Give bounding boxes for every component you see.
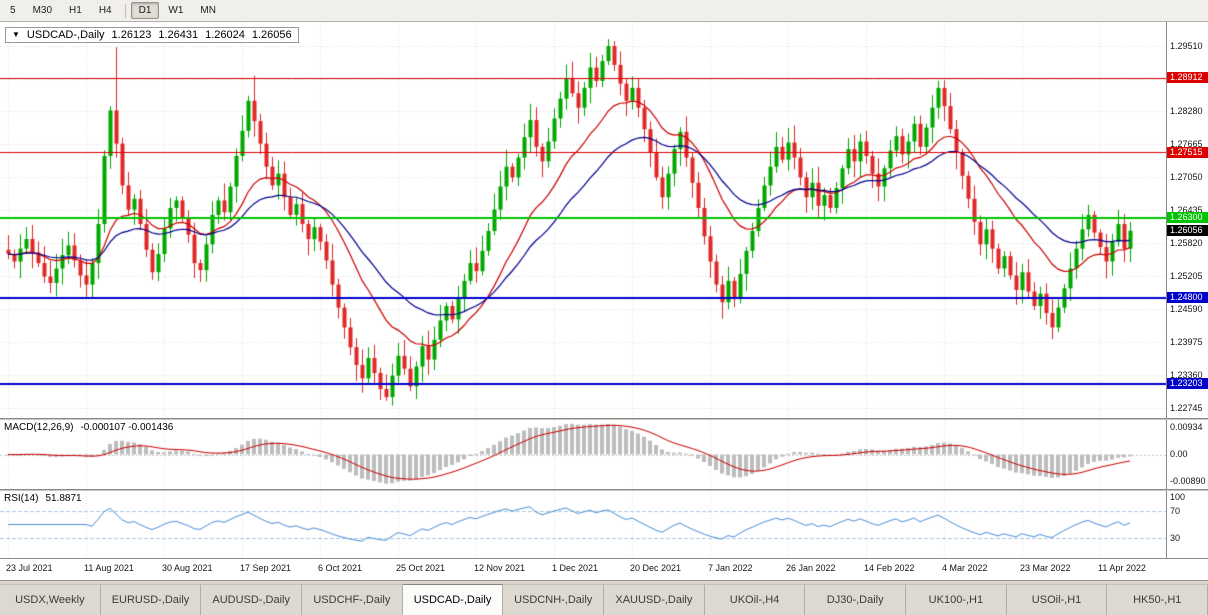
date-tick-label: 26 Jan 2022 xyxy=(786,563,836,573)
rsi-panel: RSI(14) 51.8871 100 70 30 xyxy=(0,491,1208,558)
macd-panel: MACD(12,26,9) -0.000107 -0.001436 0.00934… xyxy=(0,420,1208,489)
price-tick: 1.26435 xyxy=(1170,205,1203,216)
date-tick-label: 4 Mar 2022 xyxy=(942,563,988,573)
date-axis[interactable]: 23 Jul 2021 11 Aug 2021 30 Aug 2021 17 Sep … xyxy=(0,558,1208,580)
price-tick: 1.29510 xyxy=(1170,40,1203,51)
date-tick-label: 23 Mar 2022 xyxy=(1020,563,1071,573)
date-tick-label: 23 Jul 2021 xyxy=(6,563,53,573)
timeframe-button-h1[interactable]: H1 xyxy=(69,5,82,16)
date-tick-label: 11 Aug 2021 xyxy=(84,563,134,573)
ohlc-high: 1.26431 xyxy=(158,29,199,41)
tab-audusd-daily[interactable]: AUDUSD-,Daily xyxy=(201,584,303,615)
date-tick-label: 17 Sep 2021 xyxy=(240,563,292,573)
tab-eurusd-daily[interactable]: EURUSD-,Daily xyxy=(100,584,202,615)
tab-xauusd-daily[interactable]: XAUUSD-,Daily xyxy=(604,584,705,615)
date-tick-label: 12 Nov 2021 xyxy=(474,563,526,573)
chart-tabbar: USDX,Weekly EURUSD-,Daily AUDUSD-,Daily USD… xyxy=(0,580,1208,615)
tab-usoil-h1[interactable]: USOil-,H1 xyxy=(1006,584,1108,615)
timeframe-button-d1[interactable]: D1 xyxy=(130,2,160,19)
macd-label: MACD(12,26,9) -0.000107 -0.001436 xyxy=(4,422,173,433)
toolbar-divider xyxy=(124,3,126,18)
rsi-canvas[interactable] xyxy=(0,491,1166,558)
rsi-tick-30: 30 xyxy=(1170,533,1181,543)
tab-hk50-h1[interactable]: HK50-,H1 xyxy=(1107,584,1208,615)
price-level-tag: 1.28912 xyxy=(1167,72,1208,84)
price-tick: 1.23975 xyxy=(1170,337,1203,348)
timeframe-button-mn[interactable]: MN xyxy=(200,5,216,16)
panel-splitter[interactable] xyxy=(0,489,1208,491)
date-tick-label: 7 Jan 2022 xyxy=(708,563,753,573)
ohlc-low: 1.26024 xyxy=(205,29,245,41)
chart-symbol: USDCAD-,Daily xyxy=(26,29,105,41)
current-price-tag: 1.26056 xyxy=(1167,225,1208,237)
macd-title: MACD(12,26,9) xyxy=(4,422,74,433)
price-level-tag: 1.23203 xyxy=(1167,378,1208,390)
price-tick: 1.25820 xyxy=(1170,238,1203,249)
macd-canvas[interactable] xyxy=(0,420,1166,489)
macd-tick-top: 0.00934 xyxy=(1170,422,1203,432)
rsi-value: 51.8871 xyxy=(45,493,82,504)
macd-tick-zero: 0.00 xyxy=(1170,449,1188,459)
date-tick-label: 30 Aug 2021 xyxy=(162,563,213,573)
price-tick: 1.27050 xyxy=(1170,172,1203,183)
price-level-tag: 1.26300 xyxy=(1167,212,1208,224)
date-tick-label: 20 Dec 2021 xyxy=(630,563,682,573)
price-level-tag: 1.27515 xyxy=(1167,146,1208,158)
price-tick: 1.22745 xyxy=(1170,403,1203,414)
date-tick-label: 25 Oct 2021 xyxy=(396,563,446,573)
rsi-tick-100: 100 xyxy=(1170,492,1186,502)
date-tick-label: 14 Feb 2022 xyxy=(864,563,915,573)
date-tick-label: 1 Dec 2021 xyxy=(552,563,599,573)
date-tick-label: 11 Apr 2022 xyxy=(1098,563,1146,573)
main-chart-panel: ▼ USDCAD-,Daily 1.26123 1.26431 1.26024 … xyxy=(0,22,1208,418)
main-chart-canvas[interactable] xyxy=(0,22,1166,418)
rsi-tick-70: 70 xyxy=(1170,506,1181,516)
price-tick: 1.24590 xyxy=(1170,304,1203,315)
macd-values: -0.000107 -0.001436 xyxy=(80,422,174,433)
price-tick: 1.27665 xyxy=(1170,139,1203,150)
timeframe-button-5[interactable]: 5 xyxy=(10,5,16,16)
tab-usdcad-daily[interactable]: USDCAD-,Daily xyxy=(402,584,504,615)
symbol-dropdown-icon[interactable]: ▼ xyxy=(12,30,20,39)
timeframe-button-h4[interactable]: H4 xyxy=(98,5,112,16)
ohlc-close: 1.26056 xyxy=(251,29,292,41)
price-tick: 1.23360 xyxy=(1170,370,1203,381)
price-tick: 1.25205 xyxy=(1170,271,1203,282)
panel-splitter[interactable] xyxy=(0,418,1208,420)
rsi-axis: 100 70 30 xyxy=(1166,491,1208,558)
tab-uk100-h1[interactable]: UK100-,H1 xyxy=(906,584,1007,615)
timeframe-button-m30[interactable]: M30 xyxy=(32,5,53,16)
tab-ukoil-h4[interactable]: UKOil-,H4 xyxy=(704,584,806,615)
tab-usdx-weekly[interactable]: USDX,Weekly xyxy=(0,584,101,615)
tab-usdcnh-daily[interactable]: USDCNH-,Daily xyxy=(503,584,605,615)
price-level-tag: 1.24800 xyxy=(1167,292,1208,304)
macd-tick-bottom: -0.00890 xyxy=(1170,476,1206,486)
date-tick-label: 6 Oct 2021 xyxy=(318,563,363,573)
rsi-label: RSI(14) 51.8871 xyxy=(4,493,82,504)
chart-title: ▼ USDCAD-,Daily 1.26123 1.26431 1.26024 … xyxy=(5,27,299,43)
main-price-axis[interactable]: 1.29510 1.28280 1.27665 1.27050 1.26435 1.258… xyxy=(1166,22,1208,418)
tab-usdchf-daily[interactable]: USDCHF-,Daily xyxy=(302,584,403,615)
price-tick: 1.28280 xyxy=(1170,106,1203,117)
rsi-title: RSI(14) xyxy=(4,493,39,504)
timeframe-button-w1[interactable]: W1 xyxy=(168,5,184,16)
ohlc-open: 1.26123 xyxy=(111,29,152,41)
tab-dj30-daily[interactable]: DJ30-,Daily xyxy=(805,584,907,615)
macd-axis: 0.00934 0.00 -0.00890 xyxy=(1166,420,1208,489)
timeframe-toolbar: 5 M30 H1 H4 D1 W1 MN xyxy=(0,0,1208,22)
